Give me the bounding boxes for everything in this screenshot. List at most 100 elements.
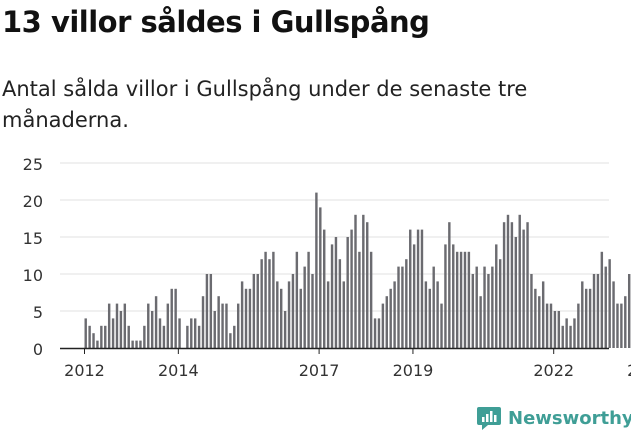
bar [268, 259, 271, 348]
bar [616, 303, 619, 348]
bar [334, 237, 338, 348]
bar [510, 222, 514, 348]
bar [541, 281, 545, 348]
bar [557, 311, 561, 348]
bar [498, 259, 502, 348]
chart-subtitle: Antal sålda villor i Gullspång under de … [2, 77, 528, 132]
bar [405, 259, 408, 348]
bar [569, 325, 572, 348]
y-tick-label: 20 [23, 192, 43, 211]
bar [506, 214, 510, 348]
bar [303, 266, 306, 348]
bar [131, 340, 134, 348]
bar [311, 274, 314, 348]
bar [487, 274, 490, 348]
bar [84, 318, 87, 348]
bar [620, 303, 623, 348]
bar [338, 259, 342, 348]
bar [291, 274, 295, 348]
bar [225, 303, 228, 348]
bar [389, 288, 392, 348]
bar [205, 274, 209, 348]
bar [276, 281, 279, 348]
x-tick-label: 2024 [627, 361, 631, 380]
bar [186, 325, 189, 348]
bar [526, 222, 529, 348]
bar [444, 244, 447, 348]
bar [323, 229, 326, 348]
y-tick-label: 0 [33, 340, 43, 359]
bar [100, 325, 103, 348]
bar [123, 303, 127, 348]
bar [385, 296, 388, 348]
bar [190, 318, 193, 348]
bar [143, 325, 146, 348]
bar [252, 274, 256, 348]
bar [154, 296, 158, 348]
x-tick-label: 2017 [299, 361, 340, 380]
bar [162, 325, 166, 348]
bar [424, 281, 428, 348]
bar [119, 311, 123, 348]
bar [346, 237, 349, 348]
bar [166, 303, 170, 348]
bar [221, 303, 224, 348]
bar [432, 266, 435, 348]
bar [193, 318, 197, 348]
bar [287, 281, 291, 348]
bar [522, 229, 525, 348]
bar [264, 251, 267, 348]
bar [463, 251, 467, 348]
bar [514, 237, 518, 348]
bar [600, 251, 604, 348]
bar [260, 259, 263, 348]
bar [381, 303, 385, 348]
bar [549, 303, 553, 348]
x-tick-label: 2019 [393, 361, 434, 380]
bar [307, 251, 310, 348]
bar [452, 244, 455, 348]
bar [272, 251, 275, 348]
bar [561, 325, 564, 348]
bar [283, 311, 287, 348]
bar [373, 318, 377, 348]
bar [471, 274, 475, 348]
bar [319, 207, 322, 348]
bar [412, 244, 416, 348]
y-tick-label: 15 [23, 229, 43, 248]
bar [201, 296, 205, 348]
bar [369, 251, 373, 348]
bar [545, 303, 549, 348]
bar [111, 318, 115, 348]
bar [584, 288, 588, 348]
bar [127, 325, 130, 348]
newsworthy-brand: Newsworthy [476, 405, 631, 431]
bar [362, 214, 365, 348]
bar [236, 303, 240, 348]
bar [495, 244, 498, 348]
bar [217, 296, 220, 348]
bar [213, 311, 216, 348]
bar [150, 311, 154, 348]
bar [280, 288, 283, 348]
bar [518, 214, 521, 348]
bar [596, 274, 600, 348]
newsworthy-logo-icon [477, 407, 501, 430]
bar [534, 288, 537, 348]
bar [467, 251, 471, 348]
bar [440, 303, 443, 348]
bar [107, 303, 111, 348]
bar [612, 281, 615, 348]
bar [608, 259, 611, 348]
bar [455, 251, 459, 348]
bar [588, 288, 592, 348]
bar [229, 333, 232, 348]
bar [209, 274, 213, 348]
bar [577, 303, 580, 348]
x-tick-label: 2014 [158, 361, 199, 380]
bar [88, 325, 91, 348]
bar [158, 318, 162, 348]
bar [147, 303, 150, 348]
bar [459, 251, 463, 348]
